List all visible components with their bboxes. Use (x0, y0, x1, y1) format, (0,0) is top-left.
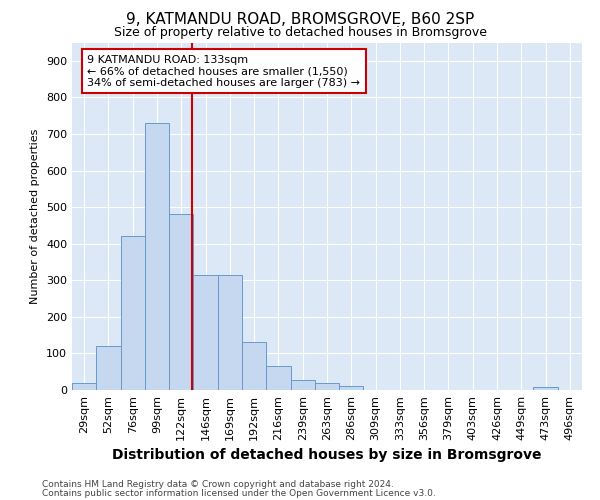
Bar (121, 236, 145, 390)
Bar (72, 382, 96, 390)
Text: Size of property relative to detached houses in Bromsgrove: Size of property relative to detached ho… (113, 26, 487, 39)
Text: 9 KATMANDU ROAD: 133sqm
← 66% of detached houses are smaller (1,550)
34% of semi: 9 KATMANDU ROAD: 133sqm ← 66% of detache… (88, 54, 360, 88)
Bar (533, 387, 558, 390)
Bar (290, 380, 315, 390)
X-axis label: Distribution of detached houses by size in Bromsgrove: Distribution of detached houses by size … (112, 448, 542, 462)
Bar (266, 366, 290, 390)
Y-axis label: Number of detached properties: Number of detached properties (31, 128, 40, 304)
Bar (96, 346, 121, 390)
Bar (193, 275, 218, 390)
Text: Contains HM Land Registry data © Crown copyright and database right 2024.: Contains HM Land Registry data © Crown c… (42, 480, 394, 489)
Bar (169, 214, 193, 390)
Bar (339, 386, 364, 390)
Bar (145, 123, 169, 390)
Bar (242, 342, 266, 390)
Text: 9, KATMANDU ROAD, BROMSGROVE, B60 2SP: 9, KATMANDU ROAD, BROMSGROVE, B60 2SP (126, 12, 474, 28)
Bar (218, 275, 242, 390)
Text: Contains public sector information licensed under the Open Government Licence v3: Contains public sector information licen… (42, 488, 436, 498)
Bar (315, 382, 339, 390)
